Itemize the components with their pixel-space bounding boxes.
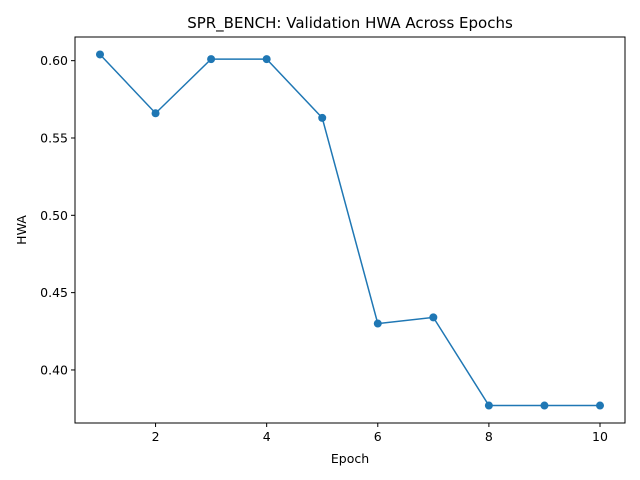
x-axis-label: Epoch <box>331 451 369 466</box>
data-point <box>373 319 382 328</box>
x-axis-ticks: 2 4 6 8 10 <box>152 423 608 444</box>
y-tick-label: 0.40 <box>40 362 68 377</box>
x-tick-label: 4 <box>263 429 271 444</box>
data-point <box>151 109 160 118</box>
data-point <box>96 50 104 59</box>
x-tick-label: 10 <box>592 429 608 444</box>
data-point <box>540 401 549 410</box>
series-layer <box>96 50 604 410</box>
x-tick-label: 2 <box>152 429 160 444</box>
y-axis-label: HWA <box>14 215 29 245</box>
data-point <box>596 401 604 410</box>
y-tick-label: 0.55 <box>40 130 68 145</box>
axes-frame <box>74 36 626 424</box>
y-tick-label: 0.50 <box>40 208 68 223</box>
y-tick-label: 0.45 <box>40 285 68 300</box>
data-point <box>484 401 493 410</box>
x-tick-label: 8 <box>485 429 493 444</box>
plot-area <box>74 36 626 424</box>
data-point <box>318 113 327 122</box>
y-axis-ticks: 0.40 0.45 0.50 0.55 0.60 <box>40 53 75 377</box>
chart-title: SPR_BENCH: Validation HWA Across Epochs <box>187 14 513 33</box>
y-tick-label: 0.60 <box>40 53 68 68</box>
data-point <box>429 313 438 322</box>
data-point <box>262 55 271 64</box>
x-tick-label: 6 <box>374 429 382 444</box>
data-point <box>207 55 216 64</box>
series-line <box>99 53 600 407</box>
